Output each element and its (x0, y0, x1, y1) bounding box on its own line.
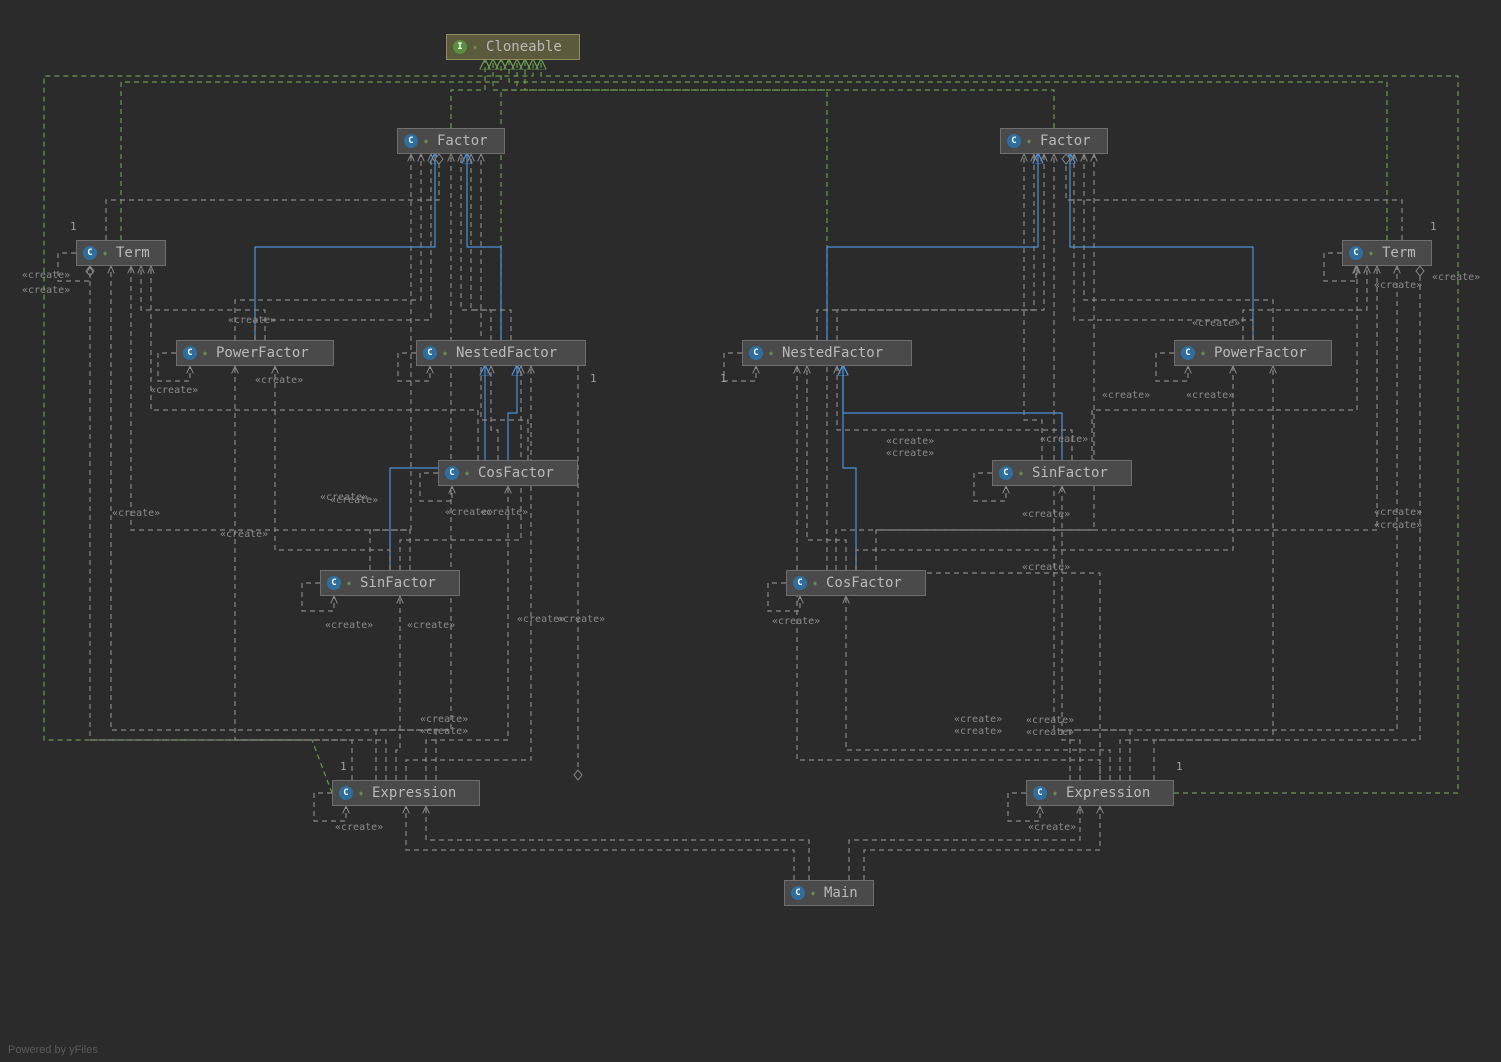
lock-icon: ◉ (810, 578, 820, 588)
class-icon: C (1349, 246, 1363, 260)
lock-icon: ◉ (1024, 136, 1034, 146)
lock-icon: ◉ (356, 788, 366, 798)
lock-icon: ◉ (1366, 248, 1376, 258)
class-icon: C (445, 466, 459, 480)
lock-icon: ◉ (462, 468, 472, 478)
class-node-nested_l[interactable]: C◉ NestedFactor (416, 340, 586, 366)
node-label: Expression (1066, 785, 1150, 801)
node-label: SinFactor (360, 575, 436, 591)
lock-icon: ◉ (100, 248, 110, 258)
class-icon: C (339, 786, 353, 800)
lock-icon: ◉ (766, 348, 776, 358)
node-label: CosFactor (826, 575, 902, 591)
node-label: Expression (372, 785, 456, 801)
footer-text: Powered by yFiles (8, 1044, 98, 1056)
node-label: NestedFactor (782, 345, 883, 361)
lock-icon: ◉ (808, 888, 818, 898)
class-icon: C (404, 134, 418, 148)
class-icon: C (1007, 134, 1021, 148)
class-node-cloneable[interactable]: I◉ Cloneable (446, 34, 580, 60)
node-label: Main (824, 885, 858, 901)
class-icon: C (749, 346, 763, 360)
class-icon: C (999, 466, 1013, 480)
node-label: PowerFactor (216, 345, 309, 361)
class-icon: C (793, 576, 807, 590)
node-label: CosFactor (478, 465, 554, 481)
class-node-expr_l[interactable]: C◉ Expression (332, 780, 480, 806)
lock-icon: ◉ (344, 578, 354, 588)
node-label: PowerFactor (1214, 345, 1307, 361)
node-label: Term (1382, 245, 1416, 261)
lock-icon: ◉ (200, 348, 210, 358)
class-node-power_l[interactable]: C◉ PowerFactor (176, 340, 334, 366)
lock-icon: ◉ (1198, 348, 1208, 358)
class-icon: C (1181, 346, 1195, 360)
node-label: Factor (1040, 133, 1091, 149)
class-node-sin_r[interactable]: C◉ SinFactor (992, 460, 1132, 486)
class-node-term_l[interactable]: C◉ Term (76, 240, 166, 266)
lock-icon: ◉ (440, 348, 450, 358)
class-icon: C (183, 346, 197, 360)
class-icon: C (791, 886, 805, 900)
lock-icon: ◉ (1016, 468, 1026, 478)
class-node-sin_l[interactable]: C◉ SinFactor (320, 570, 460, 596)
class-node-nested_r[interactable]: C◉ NestedFactor (742, 340, 912, 366)
node-label: Factor (437, 133, 488, 149)
node-label: Term (116, 245, 150, 261)
class-icon: C (1033, 786, 1047, 800)
interface-icon: I (453, 40, 467, 54)
class-node-term_r[interactable]: C◉ Term (1342, 240, 1432, 266)
class-icon: C (83, 246, 97, 260)
node-label: NestedFactor (456, 345, 557, 361)
lock-icon: ◉ (421, 136, 431, 146)
class-node-expr_r[interactable]: C◉ Expression (1026, 780, 1174, 806)
class-icon: C (327, 576, 341, 590)
diagram-canvas (0, 0, 1501, 1062)
class-node-cos_r[interactable]: C◉ CosFactor (786, 570, 926, 596)
lock-icon: ◉ (1050, 788, 1060, 798)
lock-icon: ◉ (470, 42, 480, 52)
class-icon: C (423, 346, 437, 360)
class-node-factor_l[interactable]: C◉ Factor (397, 128, 505, 154)
class-node-cos_l[interactable]: C◉ CosFactor (438, 460, 578, 486)
class-node-factor_r[interactable]: C◉ Factor (1000, 128, 1108, 154)
class-node-main[interactable]: C◉ Main (784, 880, 874, 906)
node-label: Cloneable (486, 39, 562, 55)
class-node-power_r[interactable]: C◉ PowerFactor (1174, 340, 1332, 366)
node-label: SinFactor (1032, 465, 1108, 481)
